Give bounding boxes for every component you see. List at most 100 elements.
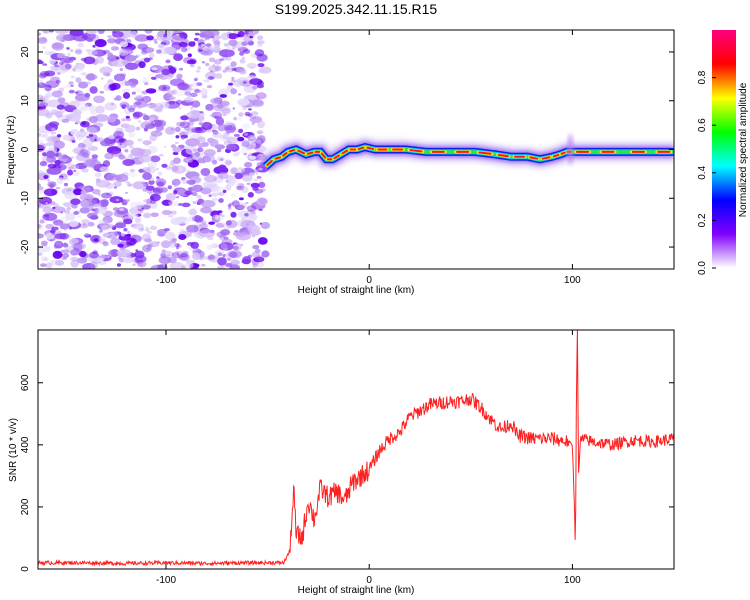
snr-marks [38,330,674,567]
noise-blob [169,241,178,248]
noise-blob [208,221,215,225]
noise-blob [75,101,89,111]
noise-blob [251,99,264,106]
ridge-cores [265,145,673,167]
noise-blob [224,125,237,133]
noise-blob [260,179,264,182]
noise-blob [45,91,53,98]
noise-blob [43,175,49,179]
noise-blob [226,143,238,151]
noise-blob [62,252,70,259]
noise-blob [143,127,148,132]
noise-blob [106,75,110,78]
noise-blob [150,130,163,137]
noise-blob [124,80,131,86]
noise-blob [254,169,259,174]
noise-blob [150,119,163,127]
noise-blob [150,155,161,163]
noise-blob [135,126,141,131]
noise-blob [156,49,162,54]
noise-blob [223,236,229,240]
noise-blob [79,250,87,258]
snr-line [38,330,674,567]
noise-blob [206,244,213,251]
noise-blob [42,30,50,34]
snr-frame [37,329,675,570]
noise-blob [185,138,201,147]
noise-blob [133,262,138,265]
noise-blob [130,83,137,88]
noise-blob [122,159,135,166]
noise-blob [129,145,135,149]
noise-blob [203,174,217,183]
noise-blob [113,130,125,139]
noise-blob [129,201,145,210]
noise-blob [73,211,79,215]
noise-blob [236,34,241,38]
noise-blob [217,172,229,180]
noise-blob [54,152,59,157]
noise-blob [70,256,79,262]
noise-blob [123,257,134,264]
noise-blob [165,59,171,64]
noise-blob [178,107,182,110]
noise-blob [137,148,152,157]
noise-blob [256,84,264,89]
noise-blob [93,62,97,65]
noise-blob [74,120,81,124]
noise-blob [145,88,157,94]
noise-blob [120,233,125,237]
noise-blob [99,166,110,173]
noise-blob [98,236,107,243]
noise-blob [128,107,135,113]
noise-blob [150,76,157,80]
noise-blob [93,95,105,104]
noise-blob [124,88,130,94]
noise-blob [212,64,216,67]
noise-blob [187,94,192,98]
noise-blob [38,245,51,253]
noise-blob [142,114,150,121]
noise-blob [86,135,91,139]
noise-blob [110,237,121,245]
noise-blob [200,206,212,214]
colorbar-tick-label: 0.6 [697,118,708,132]
noise-blob [142,244,152,253]
noise-blob [156,241,161,244]
noise-blob [53,140,65,149]
noise-blob [235,202,247,210]
noise-blob [80,199,90,208]
noise-blob [224,159,232,166]
noise-blob [69,30,84,37]
noise-blob [126,39,132,44]
noise-blob [38,233,44,239]
noise-blob [83,159,96,168]
noise-blob [52,206,56,209]
noise-blob [214,115,218,119]
noise-blob [123,139,134,146]
noise-blob [85,143,92,149]
noise-blob [63,58,74,64]
noise-blob [156,176,160,179]
noise-blob [189,92,198,98]
noise-blob [121,199,128,206]
noise-blob [232,107,235,110]
noise-blob [156,181,165,188]
noise-blob [38,32,41,36]
noise-blob [188,209,197,216]
noise-blob [189,64,195,68]
noise-blob [41,46,47,49]
noise-blob [231,76,235,81]
noise-blob [71,139,76,143]
noise-blob [150,212,159,218]
noise-blob [51,232,56,236]
noise-blob [190,106,194,110]
noise-blob [52,85,56,89]
noise-blob [86,73,96,81]
noise-blob [82,223,87,227]
noise-blob [227,250,242,258]
noise-blob [119,142,123,146]
noise-blob [119,208,125,212]
noise-blob [86,126,98,135]
noise-blob [78,81,89,89]
